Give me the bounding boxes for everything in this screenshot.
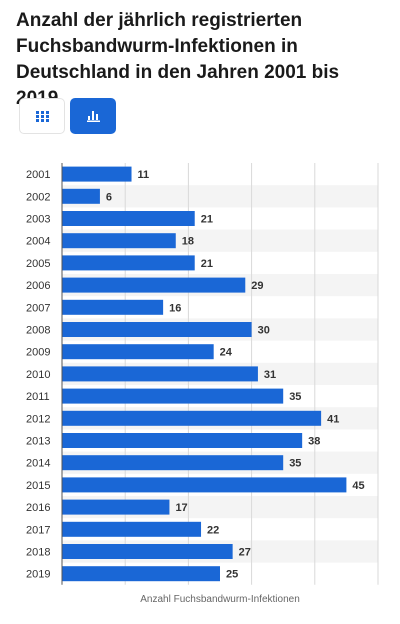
category-label: 2006: [26, 280, 50, 292]
category-label: 2007: [26, 302, 50, 314]
data-label: 27: [239, 547, 251, 559]
data-label: 21: [201, 258, 213, 270]
bar: [62, 499, 170, 515]
data-label: 25: [226, 569, 238, 581]
bar: [62, 211, 195, 226]
data-label: 41: [327, 413, 339, 425]
category-label: 2008: [26, 325, 50, 337]
data-label: 22: [207, 524, 219, 536]
bar: [62, 344, 214, 360]
category-label: 2009: [26, 347, 50, 359]
category-label: 2011: [26, 391, 50, 403]
bar: [62, 366, 258, 382]
bar: [62, 188, 100, 204]
bar: [62, 521, 202, 537]
bar: [62, 255, 195, 271]
bar: [62, 277, 246, 293]
bar: [62, 455, 284, 471]
data-label: 11: [138, 169, 150, 181]
category-label: 2014: [26, 458, 50, 470]
data-label: 24: [220, 347, 233, 359]
bar: [62, 233, 176, 249]
data-label: 31: [264, 369, 276, 381]
data-label: 35: [289, 458, 301, 470]
bar: [62, 544, 233, 559]
category-label: 2003: [26, 214, 50, 226]
bar-chart-icon: [86, 111, 100, 122]
category-label: 2015: [26, 480, 50, 492]
bar: [62, 410, 322, 426]
bar: [62, 433, 303, 448]
category-label: 2012: [26, 413, 50, 425]
data-label: 17: [175, 502, 187, 514]
data-label: 35: [289, 391, 301, 403]
bar: [62, 322, 252, 337]
category-label: 2002: [26, 191, 50, 203]
table-view-button[interactable]: [19, 98, 65, 134]
category-label: 2004: [26, 236, 50, 248]
row-stripe: [62, 185, 378, 208]
category-label: 2005: [26, 258, 50, 270]
category-label: 2001: [26, 169, 50, 181]
category-label: 2017: [26, 524, 50, 536]
data-label: 16: [169, 302, 181, 314]
chart-title: Anzahl der jährlich registrierten Fuchsb…: [16, 10, 340, 109]
category-label: 2018: [26, 547, 50, 559]
bar: [62, 566, 220, 582]
data-label: 18: [182, 236, 194, 248]
category-label: 2010: [26, 369, 50, 381]
x-axis-label: Anzahl Fuchsbandwurm-Infektionen: [140, 594, 300, 605]
category-label: 2013: [26, 436, 50, 448]
data-label: 30: [258, 325, 270, 337]
bar-chart: 2001 11 2002 6 2003 21 2004 18 2005 21 2006 29 2007 1…: [26, 163, 379, 585]
bar: [62, 388, 284, 404]
data-label: 6: [106, 191, 112, 203]
table-grid-icon: [35, 110, 49, 122]
data-label: 38: [308, 436, 320, 448]
data-label: 45: [352, 480, 364, 492]
category-label: 2019: [26, 569, 50, 581]
bar: [62, 299, 164, 315]
category-label: 2016: [26, 502, 50, 514]
bar: [62, 477, 347, 493]
bar: [62, 166, 132, 182]
chart-view-button[interactable]: [70, 98, 116, 134]
data-label: 21: [201, 214, 213, 226]
data-label: 29: [251, 280, 263, 292]
